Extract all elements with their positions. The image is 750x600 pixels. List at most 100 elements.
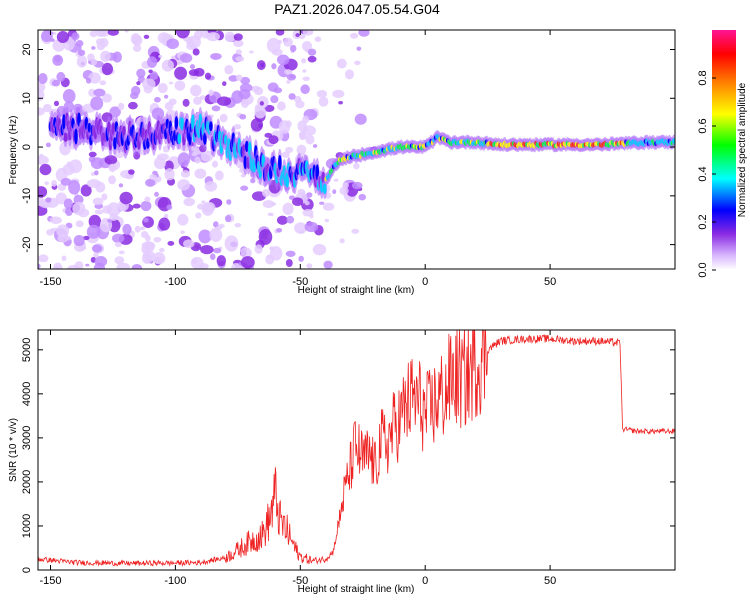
spectrogram-blob xyxy=(57,234,69,243)
spectrogram-blob xyxy=(316,90,328,98)
spectrogram-blob xyxy=(285,146,294,154)
spectrogram-blob xyxy=(85,263,90,267)
spectrogram-ridge xyxy=(322,183,327,195)
spectrogram-blob xyxy=(90,96,104,111)
spectrogram-blob xyxy=(91,59,98,66)
spectrogram-blob xyxy=(189,64,196,70)
spectrogram-blob xyxy=(233,39,244,48)
spectrogram-blob xyxy=(209,253,216,260)
spectrogram-blob xyxy=(282,202,294,215)
spectrogram-blob xyxy=(73,235,85,247)
spectrogram-blob xyxy=(224,31,236,43)
spectrogram-blob xyxy=(250,178,256,184)
spectrogram-blob xyxy=(193,96,202,105)
spectrogram-blob xyxy=(288,195,296,200)
snr-y-tick-label: 2000 xyxy=(21,470,33,494)
spectrogram-blob xyxy=(305,134,315,145)
spectrogram-blob xyxy=(224,235,239,252)
spectrogram-blob xyxy=(254,104,262,112)
spectrogram-blob xyxy=(233,33,243,41)
spectrogram-blob xyxy=(45,197,52,203)
spectrogram-blob xyxy=(190,256,204,269)
spectrogram-blob xyxy=(107,30,119,36)
spectrogram-blob xyxy=(68,180,81,195)
spectrogram-blob xyxy=(301,191,306,195)
spectrogram-blob xyxy=(60,178,72,186)
spectrogram-blob xyxy=(336,58,347,69)
spectrogram-blob xyxy=(77,49,86,56)
snr-x-tick-label: -50 xyxy=(292,575,308,587)
spectrogram-blob xyxy=(153,236,162,243)
spectrogram-blob xyxy=(163,213,169,219)
spectrogram-blob xyxy=(62,163,75,176)
spectrogram-blob xyxy=(302,69,307,73)
spectrogram-ridge xyxy=(74,128,78,145)
spectrogram-blob xyxy=(51,79,61,87)
spectrogram-blob xyxy=(358,30,370,37)
spectrogram-blob xyxy=(118,183,124,188)
spectrogram-blob xyxy=(193,30,203,40)
spectrogram-blob xyxy=(183,197,195,207)
snr-y-tick-label: 5000 xyxy=(21,338,33,362)
spectrogram-ridge xyxy=(191,114,195,130)
spectrogram-blob xyxy=(224,65,234,75)
spectrogram-blob xyxy=(350,32,359,39)
spectrogram-blob xyxy=(63,198,73,210)
spectrogram-blob xyxy=(296,144,307,156)
spectrogram-blob xyxy=(302,30,314,36)
spectrogram-blob xyxy=(99,80,107,86)
spectrogram-blob xyxy=(136,81,141,86)
spectrogram-blob xyxy=(140,200,152,212)
snr-x-tick-label: -150 xyxy=(39,575,61,587)
colorbar-tick-label: 0.8 xyxy=(697,70,709,85)
spectrogram-x-tick-label: 50 xyxy=(544,276,556,288)
spectrogram-blob xyxy=(94,170,99,176)
spectrogram-ridge xyxy=(672,138,675,144)
spectrogram-blob xyxy=(302,125,316,136)
spectrogram-blob xyxy=(88,214,102,229)
spectrogram-blob xyxy=(65,236,72,241)
spectrogram-blob xyxy=(339,186,349,195)
spectrogram-blob xyxy=(154,191,159,197)
spectrogram-blob xyxy=(95,30,106,37)
spectrogram-blob xyxy=(92,197,104,206)
spectrogram-blob xyxy=(281,151,290,158)
spectrogram-blob xyxy=(206,31,220,42)
spectrogram-blob xyxy=(198,229,212,244)
spectrogram-blob xyxy=(136,68,146,78)
spectrogram-blob xyxy=(288,74,296,79)
chart-title: PAZ1.2026.047.05.54.G04 xyxy=(274,1,440,17)
spectrogram-blob xyxy=(134,225,141,233)
spectrogram-blob xyxy=(93,88,106,97)
spectrogram-blob xyxy=(164,101,174,111)
spectrogram-blob xyxy=(240,185,249,191)
spectrogram-blob xyxy=(356,46,362,51)
spectrogram-blob xyxy=(177,213,189,226)
spectrogram-blob xyxy=(144,196,151,202)
spectrogram-blob xyxy=(67,264,80,269)
spectrogram-blob xyxy=(38,263,41,269)
spectrogram-blob xyxy=(52,54,64,66)
spectrogram-blob xyxy=(278,120,291,134)
spectrogram-blob xyxy=(154,156,166,170)
spectrogram-blob xyxy=(309,213,314,219)
spectrogram-blob xyxy=(217,96,232,107)
spectrogram-y-tick-label: -10 xyxy=(21,188,33,204)
spectrogram-blob xyxy=(211,160,219,168)
spectrogram-blob xyxy=(161,59,174,72)
spectrogram-blob xyxy=(292,197,304,207)
spectrogram-blob xyxy=(66,161,72,168)
spectrogram-blob xyxy=(194,156,201,164)
spectrogram-blob xyxy=(285,258,293,268)
spectrogram-blob xyxy=(182,98,190,107)
snr-x-tick-label: 0 xyxy=(422,575,428,587)
spectrogram-blob xyxy=(72,201,86,216)
spectrogram-blob xyxy=(132,203,141,209)
spectrogram-blob xyxy=(250,85,261,92)
spectrogram-blob xyxy=(43,103,52,113)
spectrogram-blob xyxy=(39,153,44,157)
spectrogram-blob xyxy=(304,200,310,206)
